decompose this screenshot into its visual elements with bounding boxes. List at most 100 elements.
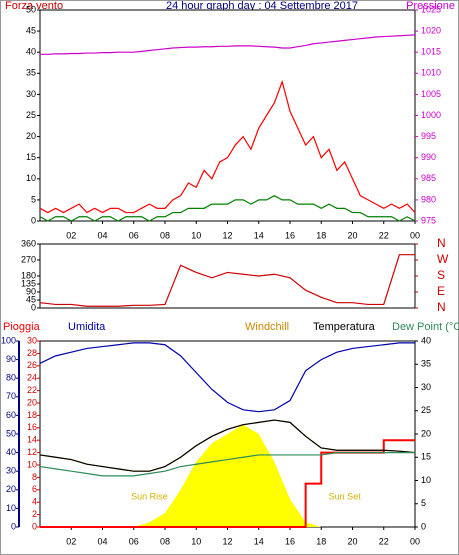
x-tick-label: 06 [129,230,139,240]
y3-tick-label: 20 [27,397,37,407]
area [40,424,415,527]
x-tick-label: 08 [160,230,170,240]
y-tick-label: 45 [26,294,36,304]
x-tick-label: 18 [316,230,326,240]
x-tick-label: 00 [410,536,420,546]
y-tick-label: 0 [11,521,16,531]
y2-tick-label: 1015 [421,47,441,57]
y-tick-label: 25 [26,110,36,120]
y-tick-label: 270 [21,254,36,264]
line [39,452,415,477]
x-tick-label: 02 [66,230,76,240]
x-tick-label: 04 [97,536,107,546]
annotation: Sun Set [329,491,362,501]
y-tick-label: 20 [26,131,36,141]
y3-tick-label: 22 [27,385,37,395]
y2-tick-label: E [437,284,445,298]
x-tick-label: 12 [222,230,232,240]
line [40,34,416,55]
y-tick-label: 40 [6,447,16,457]
x-tick-label: 14 [254,536,264,546]
x-tick-label: 08 [160,536,170,546]
y2-tick-label: 1025 [421,4,441,14]
x-tick-label: 06 [129,536,139,546]
x-tick-label: 02 [66,536,76,546]
x-tick-label: 04 [97,230,107,240]
y2-tick-label: 5 [421,498,426,508]
x-tick-label: 16 [285,536,295,546]
x-tick-label: 20 [347,230,357,240]
x-tick-label: 16 [285,230,295,240]
legend-entry: Dew Point (°C [392,321,459,333]
annotation: Sun Rise [131,491,168,501]
y-tick-label: 90 [26,286,36,296]
y-tick-label: 40 [26,47,36,57]
y-tick-label: 50 [26,4,36,14]
y2-tick-label: 1000 [421,110,441,120]
y-tick-label: 0 [31,215,36,225]
y3-tick-label: 26 [27,360,37,370]
y2-tick-label: 35 [421,359,431,369]
y-tick-label: 30 [6,466,16,476]
chart-title: 24 hour graph day : 04 Settembre 2017 [166,0,358,12]
y2-tick-label: W [437,252,449,266]
y2-tick-label: 10 [421,475,431,485]
y-tick-label: 20 [6,484,16,494]
y2-tick-label: 1010 [421,68,441,78]
y-tick-label: 35 [26,68,36,78]
y-tick-label: 60 [6,410,16,420]
x-tick-label: 10 [191,230,201,240]
y-tick-label: 50 [6,428,16,438]
y2-tick-label: 0 [421,521,426,531]
y3-tick-label: 6 [32,484,37,494]
y2-axis-label: Pressione [406,0,455,12]
line [39,79,416,214]
y-tick-label: 70 [6,391,16,401]
y2-tick-label: 985 [421,173,436,183]
y3-tick-label: 4 [32,497,37,507]
y2-tick-label: N [437,300,446,314]
y2-tick-label: 40 [421,335,431,345]
y2-tick-label: 975 [421,215,436,225]
y3-tick-label: 14 [27,435,37,445]
legend-entry: Umidita [68,321,106,333]
plot-area [39,243,416,309]
y-tick-label: 80 [6,373,16,383]
y2-tick-label: 980 [421,194,436,204]
y-tick-label: 45 [26,25,36,35]
y-tick-label: 180 [21,270,36,280]
line [39,342,415,413]
y-tick-label: 5 [31,194,36,204]
y-tick-label: 360 [21,238,36,248]
x-tick-label: 22 [379,230,389,240]
y3-tick-label: 30 [27,335,37,345]
y-tick-label: 10 [26,173,36,183]
y-tick-label: 10 [6,503,16,513]
x-tick-label: 12 [222,536,232,546]
x-tick-label: 10 [191,536,201,546]
y2-tick-label: 990 [421,152,436,162]
legend-entry: Pioggia [3,321,41,333]
y2-tick-label: 25 [421,405,431,415]
y-tick-label: 100 [1,335,16,345]
y2-tick-label: 30 [421,382,431,392]
y3-tick-label: 16 [27,422,37,432]
y2-tick-label: 995 [421,131,436,141]
y3-tick-label: 8 [32,472,37,482]
y-tick-label: 90 [6,354,16,364]
y2-tick-label: 20 [421,428,431,438]
legend-entry: Temperatura [313,321,376,333]
y-tick-label: 30 [26,89,36,99]
y2-tick-label: 1005 [421,89,441,99]
y2-tick-label: S [437,268,445,282]
y3-tick-label: 12 [27,447,37,457]
y3-tick-label: 24 [27,373,37,383]
y-tick-label: 0 [31,302,36,312]
legend-entry: Windchill [245,321,289,333]
y3-tick-label: 18 [27,410,37,420]
y-tick-label: 135 [21,278,36,288]
y2-tick-label: 15 [421,452,431,462]
y3-tick-label: 0 [32,521,37,531]
